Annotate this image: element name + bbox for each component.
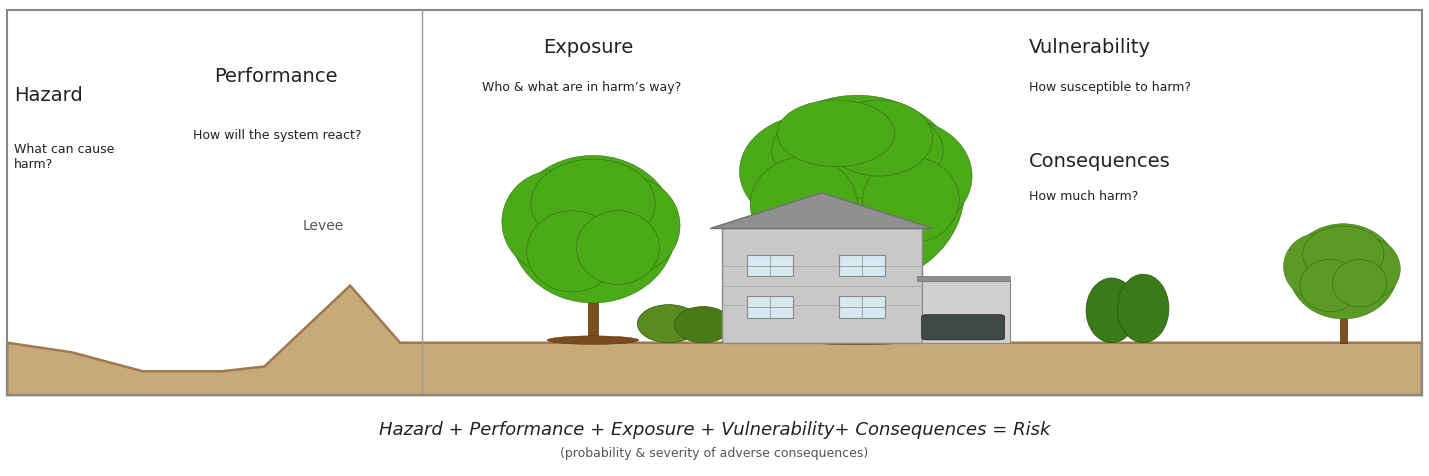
Ellipse shape — [777, 100, 895, 167]
Text: Levee: Levee — [303, 219, 344, 233]
Text: How will the system react?: How will the system react? — [193, 129, 362, 141]
Ellipse shape — [750, 95, 965, 286]
Text: How much harm?: How much harm? — [1029, 190, 1139, 203]
Ellipse shape — [1303, 226, 1383, 283]
Ellipse shape — [1289, 224, 1398, 319]
Ellipse shape — [863, 157, 959, 243]
Text: Consequences: Consequences — [1029, 152, 1170, 171]
Ellipse shape — [576, 211, 659, 285]
Ellipse shape — [1117, 274, 1169, 343]
Text: Who & what are in harm’s way?: Who & what are in harm’s way? — [482, 81, 680, 94]
Bar — [1340, 305, 1346, 343]
Bar — [747, 296, 793, 317]
Text: What can cause
harm?: What can cause harm? — [14, 143, 114, 171]
Ellipse shape — [510, 155, 676, 303]
Bar — [839, 255, 885, 277]
Bar — [589, 281, 597, 343]
Ellipse shape — [1300, 259, 1359, 312]
Bar — [839, 296, 885, 317]
Polygon shape — [7, 286, 1422, 395]
Ellipse shape — [1086, 278, 1137, 343]
Ellipse shape — [1335, 238, 1400, 300]
Text: Hazard + Performance + Exposure + Vulnerability+ Consequences = Risk: Hazard + Performance + Exposure + Vulner… — [379, 421, 1050, 439]
Ellipse shape — [530, 159, 654, 248]
Ellipse shape — [1283, 233, 1355, 300]
Text: Performance: Performance — [214, 67, 337, 86]
Ellipse shape — [772, 103, 943, 198]
Ellipse shape — [833, 119, 972, 233]
Text: Vulnerability: Vulnerability — [1029, 38, 1150, 57]
Ellipse shape — [637, 305, 700, 343]
Bar — [917, 276, 1010, 281]
Ellipse shape — [547, 336, 639, 345]
Bar — [922, 281, 1010, 343]
Ellipse shape — [740, 114, 889, 228]
Text: Exposure: Exposure — [543, 38, 633, 57]
Ellipse shape — [580, 178, 680, 273]
Ellipse shape — [1332, 259, 1386, 307]
Text: (probability & severity of adverse consequences): (probability & severity of adverse conse… — [560, 447, 869, 460]
Ellipse shape — [502, 170, 610, 273]
Text: How susceptible to harm?: How susceptible to harm? — [1029, 81, 1190, 94]
Bar — [852, 238, 863, 343]
Ellipse shape — [797, 334, 917, 345]
Bar — [722, 228, 922, 343]
FancyBboxPatch shape — [922, 315, 1005, 340]
Ellipse shape — [674, 307, 732, 343]
Polygon shape — [710, 193, 933, 228]
Text: Hazard: Hazard — [14, 86, 83, 105]
Ellipse shape — [750, 157, 857, 252]
Ellipse shape — [527, 211, 617, 292]
Ellipse shape — [826, 100, 933, 176]
Bar — [747, 255, 793, 277]
